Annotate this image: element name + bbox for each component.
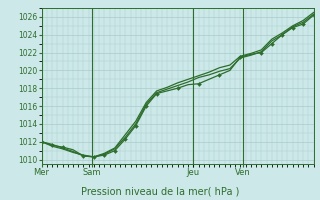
- Text: Pression niveau de la mer( hPa ): Pression niveau de la mer( hPa ): [81, 186, 239, 196]
